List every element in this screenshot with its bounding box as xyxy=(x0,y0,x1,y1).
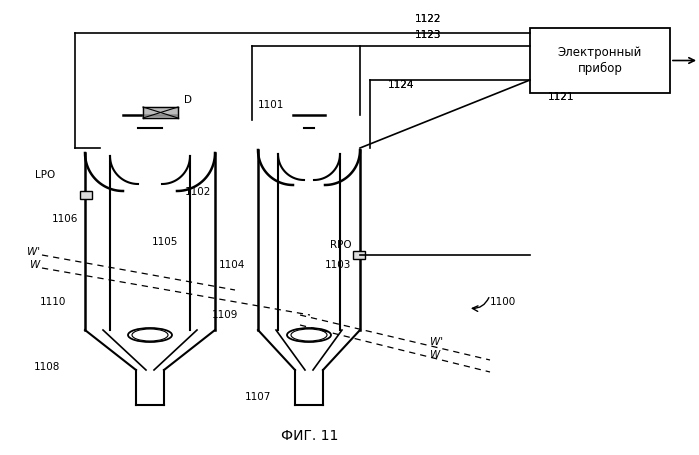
Bar xyxy=(80,191,92,199)
Text: 1106: 1106 xyxy=(52,214,78,224)
Text: 1102: 1102 xyxy=(185,187,211,197)
Text: W: W xyxy=(430,350,440,360)
Text: Электронный
прибор: Электронный прибор xyxy=(558,46,642,75)
Text: 1124: 1124 xyxy=(388,80,415,90)
Text: 1104: 1104 xyxy=(219,260,245,270)
Text: 1121: 1121 xyxy=(548,92,575,102)
Bar xyxy=(530,28,670,93)
Text: ФИГ. 11: ФИГ. 11 xyxy=(281,429,339,443)
Text: 1100: 1100 xyxy=(490,297,517,307)
Text: 1107: 1107 xyxy=(245,392,271,402)
Text: 1110: 1110 xyxy=(40,297,66,307)
Text: 1105: 1105 xyxy=(152,237,178,247)
Text: W': W' xyxy=(27,247,40,257)
Text: 1124: 1124 xyxy=(388,80,415,90)
Text: LPO: LPO xyxy=(35,170,55,180)
Text: W: W xyxy=(30,260,40,270)
Text: 1123: 1123 xyxy=(415,30,442,40)
Text: W': W' xyxy=(430,337,443,347)
Text: 1101: 1101 xyxy=(258,100,284,110)
Bar xyxy=(353,251,365,259)
Text: 1103: 1103 xyxy=(325,260,352,270)
Text: RPO: RPO xyxy=(330,240,352,250)
Text: 1108: 1108 xyxy=(34,362,60,372)
Text: 1122: 1122 xyxy=(415,14,442,24)
Text: 1121: 1121 xyxy=(548,92,575,102)
Text: 1109: 1109 xyxy=(212,310,238,320)
Text: 1122: 1122 xyxy=(415,14,442,24)
Text: D: D xyxy=(184,95,192,105)
Text: 1123: 1123 xyxy=(415,30,442,40)
